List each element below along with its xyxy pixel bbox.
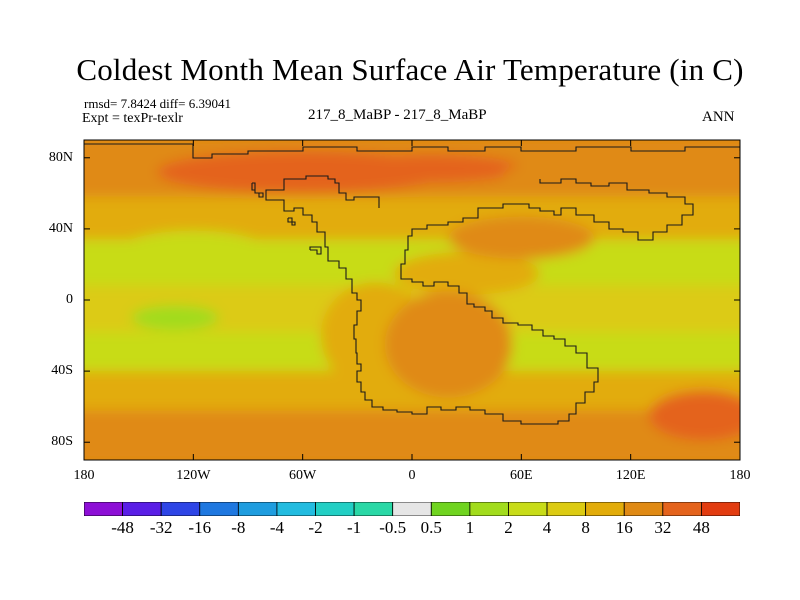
x-tick-label: 120W xyxy=(176,468,211,483)
colorbar-swatch-12 xyxy=(546,502,587,516)
stats-text: rmsd= 7.8424 diff= 6.39041 xyxy=(84,96,231,111)
colorbar xyxy=(84,502,740,516)
temperature-patch-9 xyxy=(648,390,740,441)
colorbar-label: -8 xyxy=(231,518,246,537)
colorbar-swatch-14 xyxy=(623,502,664,516)
colorbar-label: 8 xyxy=(581,518,590,537)
x-tick-label: 180 xyxy=(729,468,751,483)
coastlines xyxy=(84,143,740,425)
colorbar-swatch-5 xyxy=(276,502,316,516)
temperature-patch-4 xyxy=(131,305,219,331)
colorbar-swatch-3 xyxy=(199,502,239,516)
colorbar-label: 4 xyxy=(542,518,552,537)
colorbar-label: 0.5 xyxy=(420,518,442,537)
colorbar-label: 16 xyxy=(615,518,633,537)
colorbar-label: 48 xyxy=(692,518,710,537)
colorbar-swatch-13 xyxy=(585,502,625,516)
colorbar-label: 2 xyxy=(504,518,513,537)
colorbar-swatch-15 xyxy=(662,502,702,516)
colorbar-label: -48 xyxy=(111,518,134,537)
y-tick-label: 80N xyxy=(48,149,73,165)
x-tick-label: 120E xyxy=(615,468,646,483)
colorbar-swatch-0 xyxy=(84,502,123,516)
axis-ticks xyxy=(83,140,741,460)
colorbar-label: -4 xyxy=(269,518,285,537)
temperature-patch-6 xyxy=(393,252,540,295)
x-tick-label: 60E xyxy=(510,468,533,483)
x-tick-label: 180 xyxy=(73,468,95,483)
colorbar-label: 32 xyxy=(654,518,672,537)
y-tick-label: 80S xyxy=(51,434,73,450)
colorbar-label: -16 xyxy=(188,518,212,537)
colorbar-label: -1 xyxy=(347,518,362,537)
y-tick-label: 0 xyxy=(66,292,73,307)
colorbar-swatch-2 xyxy=(160,502,201,516)
colorbar-label: -0.5 xyxy=(379,518,407,537)
colorbar-label: -2 xyxy=(308,518,323,537)
temperature-patch-2 xyxy=(503,157,722,194)
colorbar-swatch-9 xyxy=(430,502,471,516)
coastline-1 xyxy=(275,178,694,425)
temperature-patch-3 xyxy=(111,230,276,281)
center-label: 217_8_MaBP - 217_8_MaBP xyxy=(308,107,487,123)
x-tick-label: 0 xyxy=(408,468,416,483)
colorbar-swatch-6 xyxy=(315,502,355,516)
colorbar-swatch-10 xyxy=(469,502,509,516)
coastline-0 xyxy=(84,143,740,159)
expt-text: Expt = texPr-texlr xyxy=(82,111,183,126)
coastline-3 xyxy=(251,182,264,198)
colorbar-swatch-16 xyxy=(701,502,740,516)
coastline-4 xyxy=(287,217,296,226)
temperature-patch-8 xyxy=(448,216,595,260)
colorbar-swatch-1 xyxy=(122,502,162,516)
temperature-band-6 xyxy=(84,410,740,460)
colorbar-label: 1 xyxy=(465,518,475,537)
season-label: ANN xyxy=(702,109,735,125)
chart-title: Coldest Month Mean Surface Air Temperatu… xyxy=(76,52,744,87)
temperature-patch-7 xyxy=(384,291,513,398)
x-tick-label: 60W xyxy=(289,468,317,483)
coastline-5 xyxy=(309,246,322,255)
y-tick-label: 40S xyxy=(51,363,73,379)
colorbar-label: -32 xyxy=(149,518,173,537)
temperature-patch-1 xyxy=(339,154,522,183)
colorbar-swatch-4 xyxy=(237,502,278,516)
colorbar-swatch-8 xyxy=(392,502,432,516)
colorbar-swatch-7 xyxy=(353,502,394,516)
coastline-2 xyxy=(265,175,380,208)
colorbar-swatch-11 xyxy=(508,502,548,516)
y-tick-label: 40N xyxy=(48,220,73,236)
